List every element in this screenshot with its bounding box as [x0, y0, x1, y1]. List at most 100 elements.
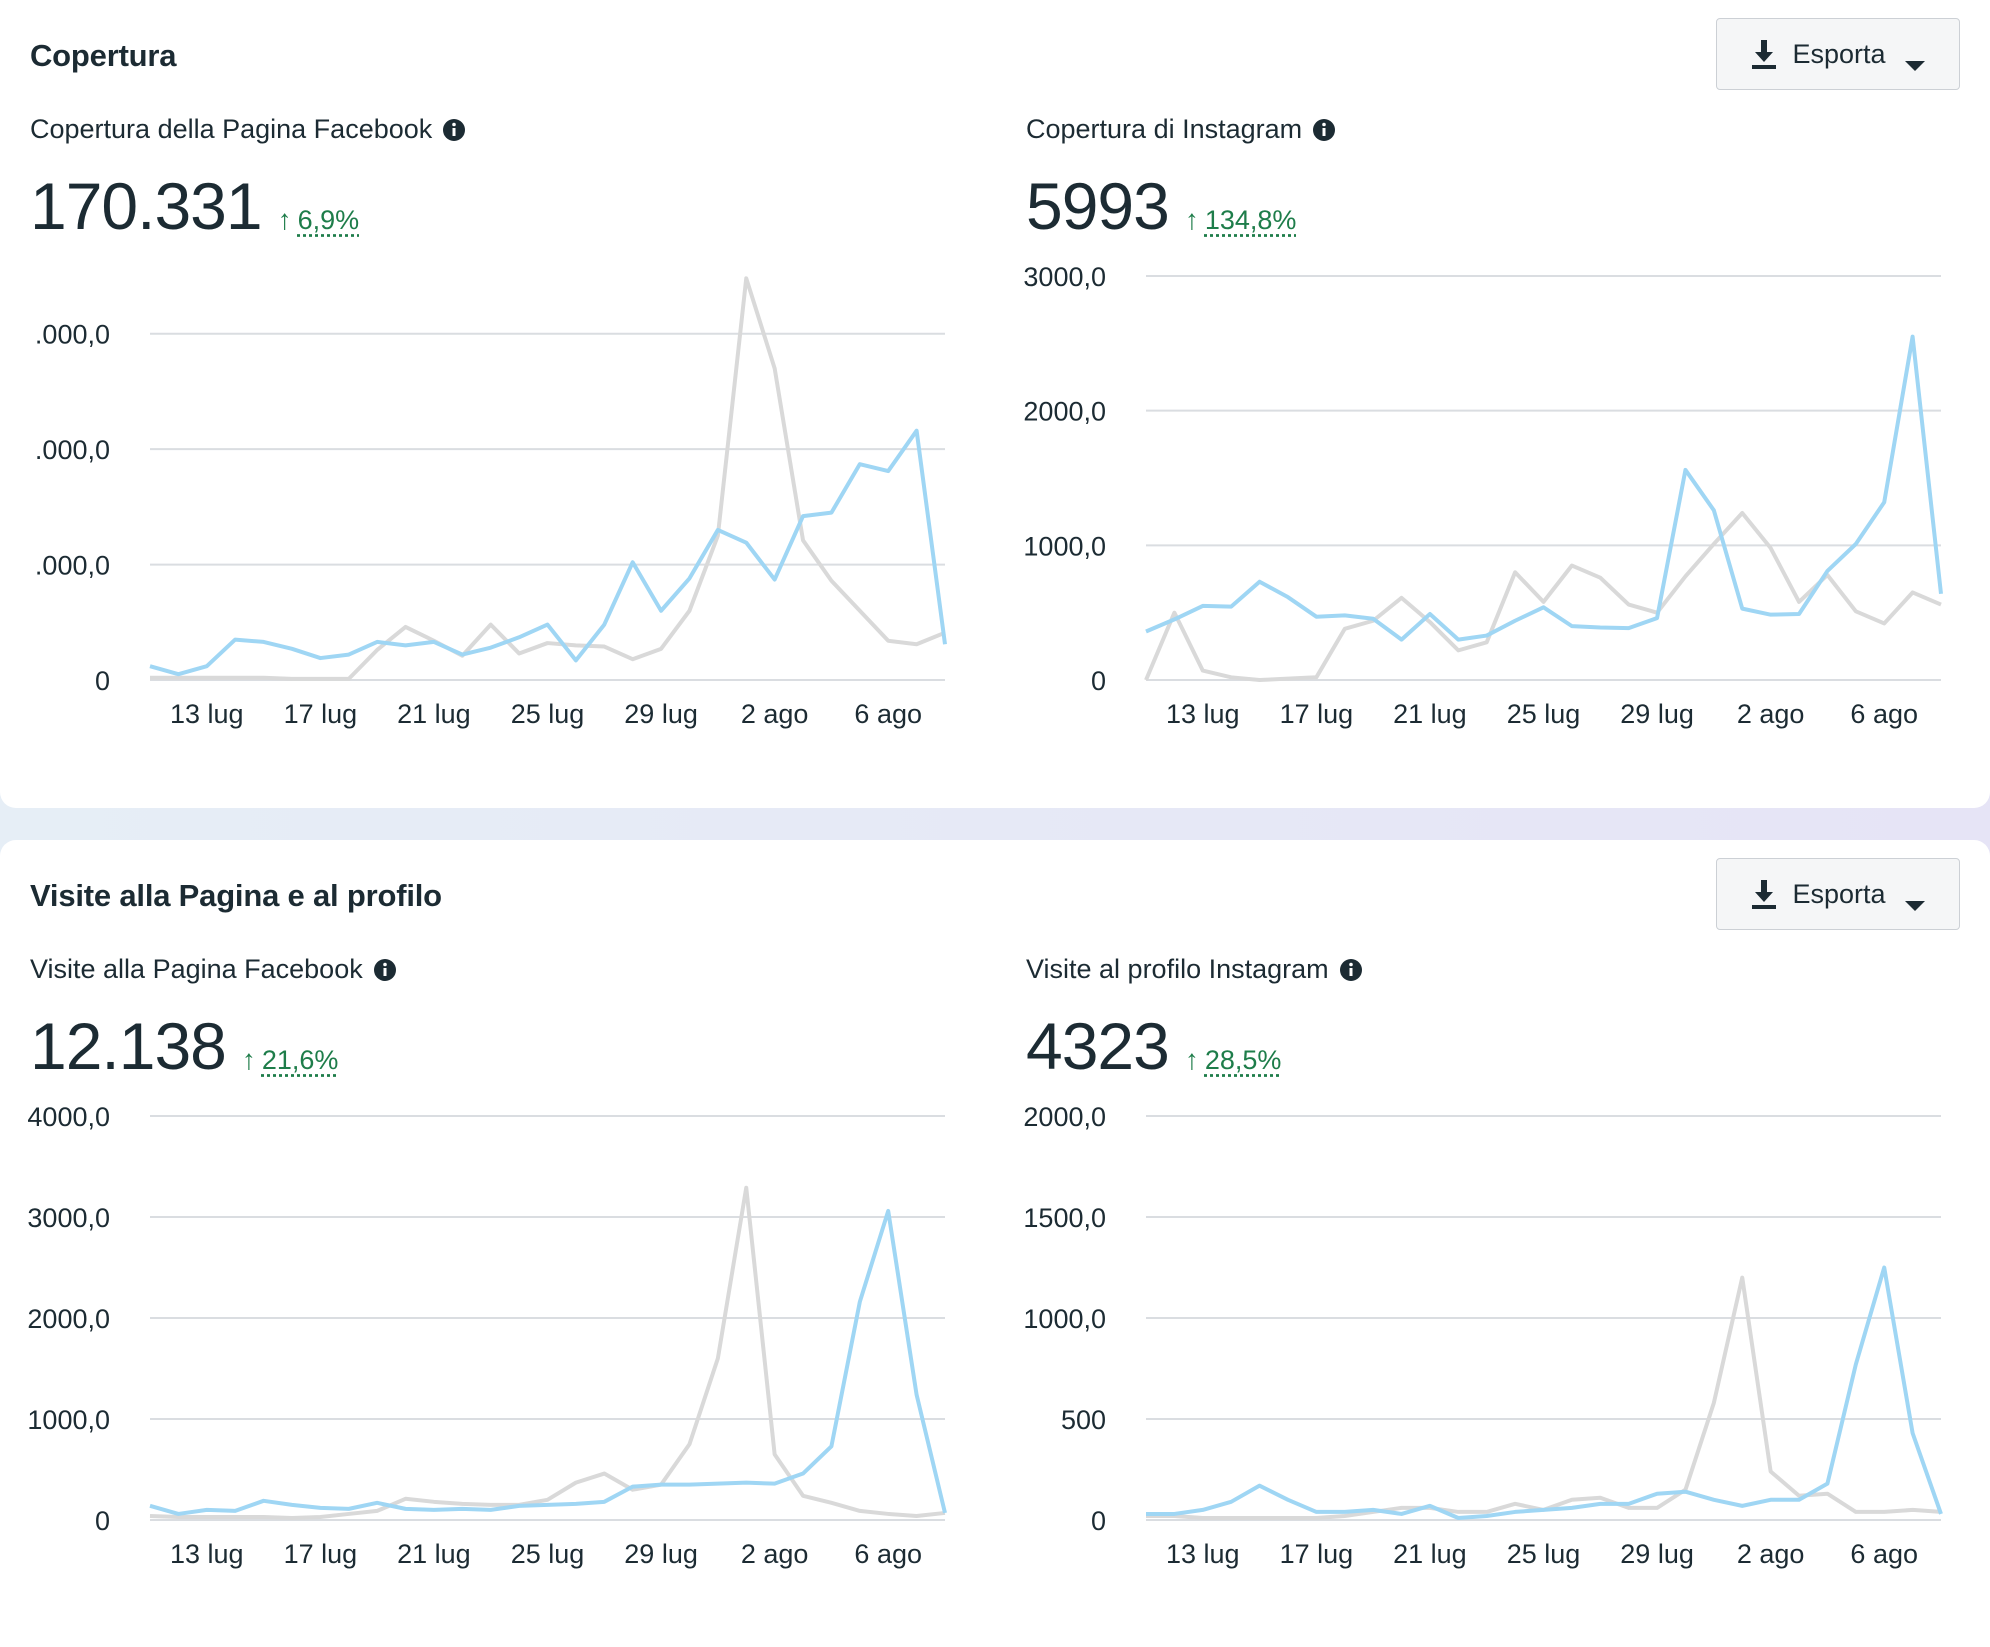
line-chart[interactable]: 2000,0 1500,0 1000,0 500 0 13 lug 17 lug 21 lug…	[996, 1080, 1956, 1600]
info-icon[interactable]	[442, 118, 466, 142]
arrow-up-icon: ↑	[1184, 204, 1199, 235]
y-tick-label: 4000,0	[27, 1102, 110, 1132]
metric-value: 4323	[1026, 1009, 1170, 1083]
series-line-current[interactable]	[1145, 334, 1943, 642]
change-percent: 6,9%	[297, 205, 360, 235]
x-tick-label: 17 lug	[1280, 699, 1354, 729]
metric-title-label: Copertura della Pagina Facebook	[30, 114, 433, 144]
y-tick-label: 500	[1061, 1405, 1106, 1435]
x-tick-label: 13 lug	[170, 699, 244, 729]
x-tick-label: 29 lug	[1620, 699, 1694, 729]
metric-value: 170.331	[30, 169, 263, 243]
facebook-visits-panel: Visite alla Pagina Facebook 12.138 ↑ 21,…	[0, 840, 960, 1647]
y-tick-label: .000,0	[35, 551, 110, 581]
x-tick-label: 6 ago	[1850, 1539, 1918, 1569]
line-chart[interactable]: .000,0 .000,0 .000,0 0 13 lug 17 lug 21 lug 25 …	[0, 240, 960, 760]
line-chart[interactable]: 4000,0 3000,0 2000,0 1000,0 0 13 lug 17 lug 21 …	[0, 1080, 960, 1600]
arrow-up-icon: ↑	[1184, 1044, 1199, 1075]
chart-svg: 3000,0 2000,0 1000,0 0 13 lug 17 lug 21 lug 25 …	[1023, 262, 1943, 729]
y-tick-label: .000,0	[35, 435, 110, 465]
metric-title: Copertura della Pagina Facebook	[30, 114, 466, 145]
x-tick-label: 17 lug	[284, 699, 358, 729]
y-tick-label: 1000,0	[1023, 531, 1106, 561]
arrow-up-icon: ↑	[241, 1044, 256, 1075]
reach-section-card: Copertura Esporta Copertura della Pagina…	[0, 0, 1990, 808]
download-icon	[1750, 878, 1778, 910]
export-label: Esporta	[1792, 38, 1886, 69]
x-tick-label: 25 lug	[1507, 1539, 1581, 1569]
x-tick-label: 21 lug	[1393, 699, 1467, 729]
export-button[interactable]: Esporta	[1716, 858, 1960, 930]
x-tick-label: 17 lug	[284, 1539, 358, 1569]
metric-change[interactable]: ↑ 28,5%	[1185, 1044, 1282, 1076]
series-line-previous[interactable]	[1144, 511, 1942, 682]
x-tick-label: 13 lug	[1166, 1539, 1240, 1569]
metric-title-label: Visite al profilo Instagram	[1026, 954, 1329, 984]
chart-svg: 4000,0 3000,0 2000,0 1000,0 0 13 lug 17 lug 21 …	[27, 1102, 947, 1569]
series-line-previous[interactable]	[149, 1185, 946, 1520]
x-tick-label: 21 lug	[397, 1539, 471, 1569]
y-tick-label: 0	[1091, 1506, 1106, 1536]
metric-value: 12.138	[30, 1009, 227, 1083]
metric-row: 4323 ↑ 28,5%	[1026, 1008, 1281, 1084]
series-line-current[interactable]	[1146, 1265, 1943, 1520]
metric-change[interactable]: ↑ 134,8%	[1185, 204, 1297, 236]
x-tick-label: 2 ago	[741, 1539, 809, 1569]
metric-value: 5993	[1026, 169, 1170, 243]
y-tick-label: 3000,0	[27, 1203, 110, 1233]
x-tick-label: 29 lug	[624, 699, 698, 729]
change-percent: 28,5%	[1204, 1045, 1282, 1075]
export-label: Esporta	[1792, 878, 1886, 909]
caret-down-icon	[1904, 48, 1926, 71]
instagram-reach-panel: Copertura di Instagram 5993 ↑ 134,8% 300…	[996, 0, 1956, 808]
series-line-previous[interactable]	[150, 276, 946, 681]
metric-row: 12.138 ↑ 21,6%	[30, 1008, 338, 1084]
x-tick-label: 21 lug	[397, 699, 471, 729]
x-tick-label: 6 ago	[1850, 699, 1918, 729]
metric-change[interactable]: ↑ 6,9%	[278, 204, 360, 236]
y-tick-label: 0	[95, 666, 110, 696]
y-tick-label: 0	[95, 1506, 110, 1536]
chart-svg: .000,0 .000,0 .000,0 0 13 lug 17 lug 21 lug 25 …	[35, 276, 947, 729]
metric-title-label: Copertura di Instagram	[1026, 114, 1303, 144]
series-line-previous[interactable]	[1146, 1275, 1942, 1520]
x-tick-label: 2 ago	[1737, 699, 1805, 729]
info-icon[interactable]	[1312, 118, 1336, 142]
export-button[interactable]: Esporta	[1716, 18, 1960, 90]
instagram-visits-panel: Visite al profilo Instagram 4323 ↑ 28,5%…	[996, 840, 1956, 1647]
metric-row: 5993 ↑ 134,8%	[1026, 168, 1296, 244]
section-title: Visite alla Pagina e al profilo	[30, 878, 442, 913]
series-line-current[interactable]	[149, 428, 947, 677]
x-tick-label: 17 lug	[1280, 1539, 1354, 1569]
x-tick-label: 25 lug	[511, 1539, 585, 1569]
info-icon[interactable]	[1339, 958, 1363, 982]
x-tick-label: 21 lug	[1393, 1539, 1467, 1569]
visits-section-card: Visite alla Pagina e al profilo Esporta …	[0, 840, 1990, 1647]
info-icon[interactable]	[373, 958, 397, 982]
metric-title: Visite alla Pagina Facebook	[30, 954, 397, 985]
arrow-up-icon: ↑	[277, 204, 292, 235]
change-percent: 21,6%	[261, 1045, 339, 1075]
series-line-current[interactable]	[149, 1208, 947, 1516]
y-tick-label: 2000,0	[1023, 397, 1106, 427]
x-tick-label: 2 ago	[741, 699, 809, 729]
x-tick-label: 13 lug	[1166, 699, 1240, 729]
download-icon	[1750, 38, 1778, 70]
metric-title: Copertura di Instagram	[1026, 114, 1336, 145]
y-tick-label: 1500,0	[1023, 1203, 1106, 1233]
x-tick-label: 29 lug	[1620, 1539, 1694, 1569]
y-tick-label: 0	[1091, 666, 1106, 696]
y-tick-label: 1000,0	[1023, 1304, 1106, 1334]
y-tick-label: 2000,0	[1023, 1102, 1106, 1132]
chart-svg: 2000,0 1500,0 1000,0 500 0 13 lug 17 lug 21 lug…	[1023, 1102, 1943, 1569]
caret-down-icon	[1904, 888, 1926, 911]
line-chart[interactable]: 3000,0 2000,0 1000,0 0 13 lug 17 lug 21 lug 25 …	[996, 240, 1956, 760]
metric-change[interactable]: ↑ 21,6%	[242, 1044, 339, 1076]
y-tick-label: 3000,0	[1023, 262, 1106, 292]
metric-row: 170.331 ↑ 6,9%	[30, 168, 359, 244]
x-tick-label: 2 ago	[1737, 1539, 1805, 1569]
y-tick-label: 1000,0	[27, 1405, 110, 1435]
x-tick-label: 25 lug	[1507, 699, 1581, 729]
metric-title: Visite al profilo Instagram	[1026, 954, 1363, 985]
x-tick-label: 29 lug	[624, 1539, 698, 1569]
